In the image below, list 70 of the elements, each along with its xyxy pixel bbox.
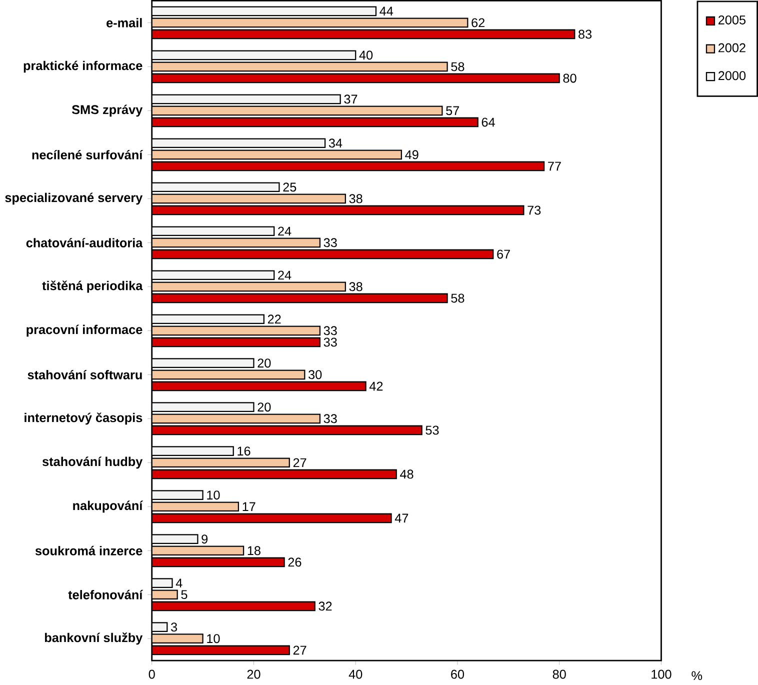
data-label: 18 — [248, 546, 260, 556]
legend-label: 2000 — [718, 71, 746, 80]
y-tick-label: stahování hudby — [42, 456, 143, 469]
data-label: 38 — [349, 194, 362, 204]
data-label: 32 — [318, 602, 332, 611]
y-tick-label: necílené surfování — [32, 150, 144, 160]
y-tick-label: chatování-auditoria — [26, 238, 143, 248]
data-label: 4 — [176, 578, 182, 588]
data-label: 53 — [426, 426, 439, 435]
y-tick-label: tištěná periodika — [42, 280, 143, 293]
data-label: 26 — [288, 558, 302, 567]
data-label: 73 — [528, 206, 541, 215]
data-label: 80 — [563, 74, 576, 83]
y-tick-label: e-mail — [106, 18, 142, 28]
y-tick-label: nakupování — [73, 500, 144, 513]
data-label: 67 — [497, 250, 510, 259]
data-label: 77 — [548, 162, 561, 171]
data-label: 47 — [394, 514, 408, 523]
y-tick-label: SMS zprávy — [72, 104, 143, 117]
y-tick-label: telefonování — [68, 590, 144, 600]
data-label: 49 — [405, 150, 418, 160]
data-label: 48 — [400, 470, 414, 479]
data-label: 16 — [238, 446, 250, 456]
y-tick-label: soukromá inzerce — [35, 546, 142, 556]
data-label: 30 — [308, 370, 322, 380]
y-tick-label: pracovní informace — [26, 324, 142, 337]
y-tick-label: bankovní služby — [44, 632, 143, 645]
data-label: 33 — [324, 326, 337, 336]
data-label: 24 — [278, 270, 292, 280]
data-label: 24 — [278, 226, 292, 236]
data-label: 40 — [359, 50, 373, 60]
data-label: 9 — [202, 534, 208, 544]
x-tick-label: 20 — [247, 670, 260, 679]
data-label: 5 — [181, 590, 188, 600]
y-tick-label: specializované servery — [5, 192, 143, 205]
legend-label: 2002 — [718, 43, 746, 52]
data-label: 58 — [451, 62, 464, 72]
data-label: 17 — [242, 502, 256, 512]
x-tick-label: 80 — [552, 670, 566, 679]
data-label: 64 — [482, 118, 495, 127]
data-label: 38 — [349, 282, 362, 292]
data-label: 33 — [324, 414, 337, 424]
data-label: 34 — [328, 138, 342, 148]
y-tick-label: stahování softwaru — [28, 370, 142, 380]
data-label: 10 — [207, 490, 220, 500]
x-tick-label: 40 — [348, 670, 362, 679]
data-label: 42 — [369, 382, 383, 391]
x-tick-label: 0 — [148, 670, 155, 679]
y-tick-label: praktické informace — [24, 60, 142, 73]
data-label: 33 — [324, 338, 337, 347]
legend-label: 2005 — [718, 16, 746, 25]
data-label: 3 — [171, 622, 178, 632]
x-axis-title: % — [692, 671, 702, 680]
x-tick-label: 60 — [451, 670, 464, 679]
data-label: 20 — [258, 402, 271, 412]
data-label: 37 — [344, 94, 358, 104]
data-label: 62 — [472, 18, 484, 28]
data-label: 22 — [268, 314, 281, 324]
data-label: 33 — [324, 238, 337, 248]
data-label: 44 — [380, 6, 394, 16]
x-tick-label: 100 — [652, 670, 672, 679]
data-label: 20 — [258, 358, 271, 368]
data-label: 25 — [283, 182, 296, 192]
data-label: 83 — [578, 30, 592, 39]
data-label: 58 — [451, 294, 464, 303]
data-label: 27 — [293, 646, 306, 655]
y-tick-label: internetový časopis — [24, 412, 142, 425]
data-label: 57 — [446, 106, 460, 116]
data-label: 10 — [207, 634, 220, 644]
data-label: 27 — [293, 458, 306, 468]
